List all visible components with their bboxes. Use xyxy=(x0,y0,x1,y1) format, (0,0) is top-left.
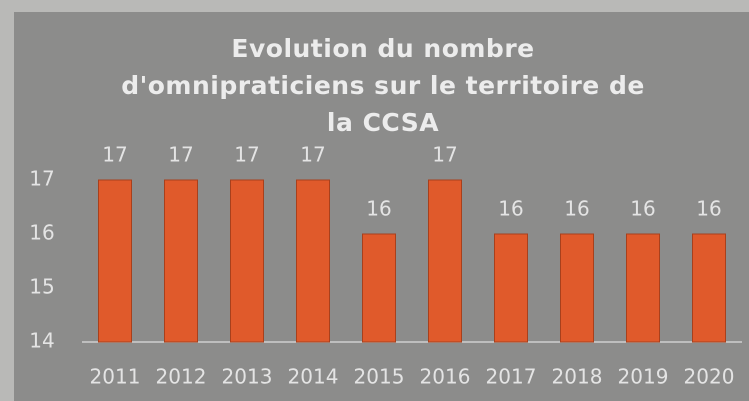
data-label: 17 xyxy=(234,143,259,167)
y-tick-label: 15 xyxy=(29,275,54,299)
y-tick-label: 16 xyxy=(29,221,54,245)
data-label: 17 xyxy=(300,143,325,167)
data-label: 16 xyxy=(630,197,655,221)
bar xyxy=(692,233,726,343)
x-tick-label: 2019 xyxy=(618,365,669,389)
bar xyxy=(626,233,660,343)
data-label: 17 xyxy=(432,143,457,167)
data-label: 16 xyxy=(498,197,523,221)
chart-title: Evolution du nombre d'omnipraticiens sur… xyxy=(121,34,645,137)
data-label: 17 xyxy=(102,143,127,167)
bar xyxy=(98,179,132,343)
x-tick-label: 2012 xyxy=(156,365,207,389)
data-label: 16 xyxy=(696,197,721,221)
x-tick-label: 2015 xyxy=(354,365,405,389)
bar xyxy=(428,179,462,343)
x-tick-label: 2020 xyxy=(684,365,735,389)
y-tick-label: 17 xyxy=(29,167,54,191)
bar xyxy=(164,179,198,343)
data-label: 16 xyxy=(564,197,589,221)
x-tick-label: 2014 xyxy=(288,365,339,389)
bar xyxy=(296,179,330,343)
x-tick-label: 2013 xyxy=(222,365,273,389)
data-label: 17 xyxy=(168,143,193,167)
bar xyxy=(362,233,396,343)
bar xyxy=(230,179,264,343)
x-tick-label: 2016 xyxy=(420,365,471,389)
x-tick-label: 2018 xyxy=(552,365,603,389)
bar xyxy=(494,233,528,343)
bar xyxy=(560,233,594,343)
x-tick-label: 2017 xyxy=(486,365,537,389)
x-tick-label: 2011 xyxy=(90,365,141,389)
y-tick-label: 14 xyxy=(29,329,54,353)
data-label: 16 xyxy=(366,197,391,221)
